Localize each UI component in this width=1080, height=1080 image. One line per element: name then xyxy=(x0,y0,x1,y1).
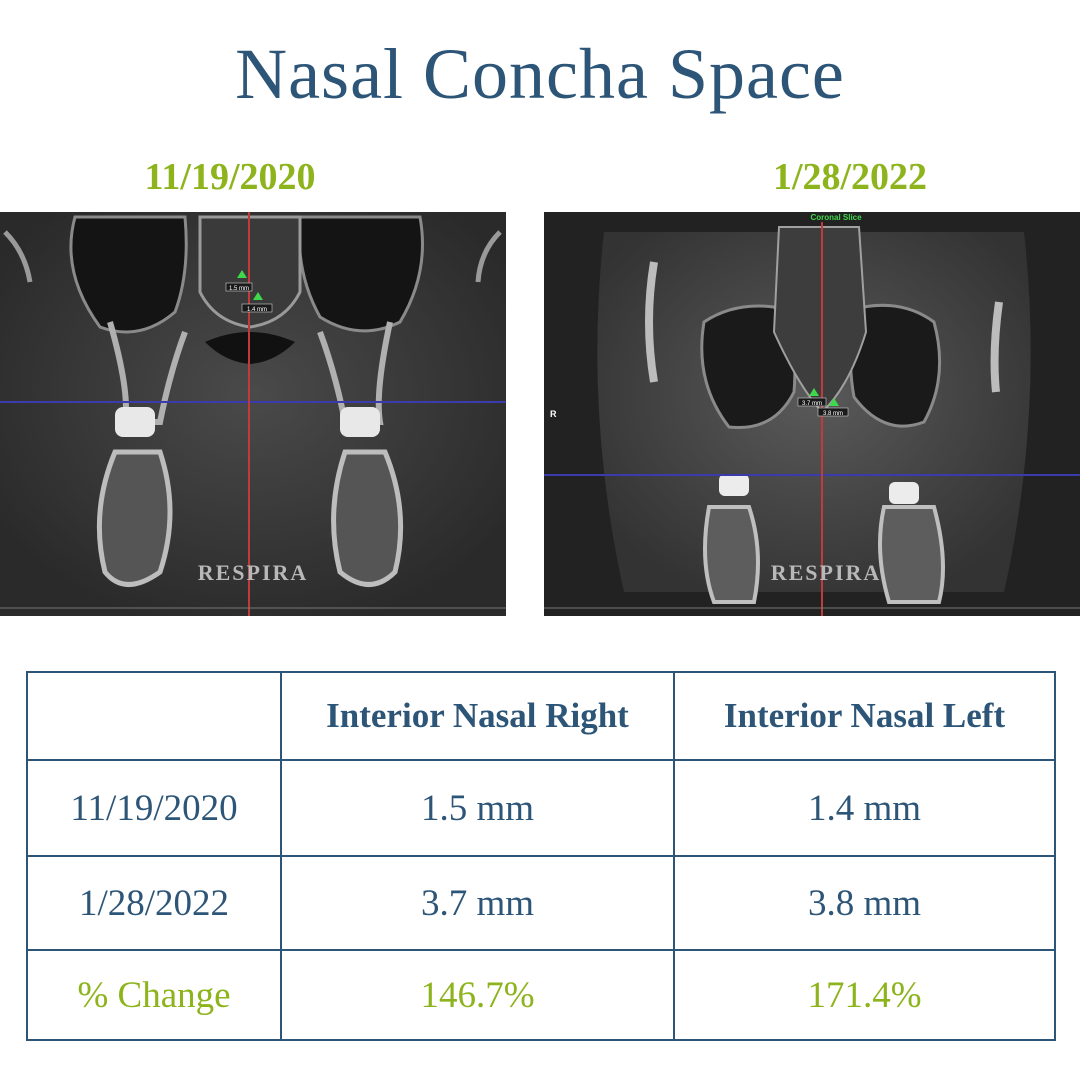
watermark-left: RESPIRA xyxy=(197,560,309,585)
scan-date-left: 11/19/2020 xyxy=(144,156,316,198)
measurement-table: Interior Nasal Right Interior Nasal Left… xyxy=(26,671,1056,1041)
row-label: 11/19/2020 xyxy=(26,759,282,857)
page-title: Nasal Concha Space xyxy=(235,34,845,114)
measure-right-2022: 3.7 mm xyxy=(802,401,822,407)
row-label: % Change xyxy=(26,949,282,1041)
measure-left-2022: 3.8 mm xyxy=(823,411,843,417)
coronal-slice-label: Coronal Slice xyxy=(810,213,862,222)
cell-right: 1.5 mm xyxy=(280,759,675,857)
side-marker: R xyxy=(550,409,557,419)
cell-right: 146.7% xyxy=(280,949,675,1041)
cell-left: 1.4 mm xyxy=(673,759,1056,857)
header-empty xyxy=(26,671,282,761)
header-interior-nasal-left: Interior Nasal Left xyxy=(673,671,1056,761)
ct-scan-2022: Coronal Slice R 3.7 mm 3.8 mm xyxy=(544,212,1080,616)
table-row-percent-change: % Change 146.7% 171.4% xyxy=(26,949,1056,1041)
watermark-right: RESPIRA xyxy=(770,560,882,585)
cell-left: 3.8 mm xyxy=(673,855,1056,951)
header-interior-nasal-right: Interior Nasal Right xyxy=(280,671,675,761)
measure-left-2020: 1.4 mm xyxy=(247,307,267,313)
cell-right: 3.7 mm xyxy=(280,855,675,951)
table-row: 11/19/2020 1.5 mm 1.4 mm xyxy=(26,759,1056,857)
ct-scan-2020: 1.5 mm 1.4 mm xyxy=(0,212,506,616)
cell-left: 171.4% xyxy=(673,949,1056,1041)
scan-date-right: 1/28/2022 xyxy=(772,156,928,198)
measure-right-2020: 1.5 mm xyxy=(229,286,249,292)
row-label: 1/28/2022 xyxy=(26,855,282,951)
table-row: 1/28/2022 3.7 mm 3.8 mm xyxy=(26,855,1056,951)
table-header-row: Interior Nasal Right Interior Nasal Left xyxy=(26,671,1056,761)
